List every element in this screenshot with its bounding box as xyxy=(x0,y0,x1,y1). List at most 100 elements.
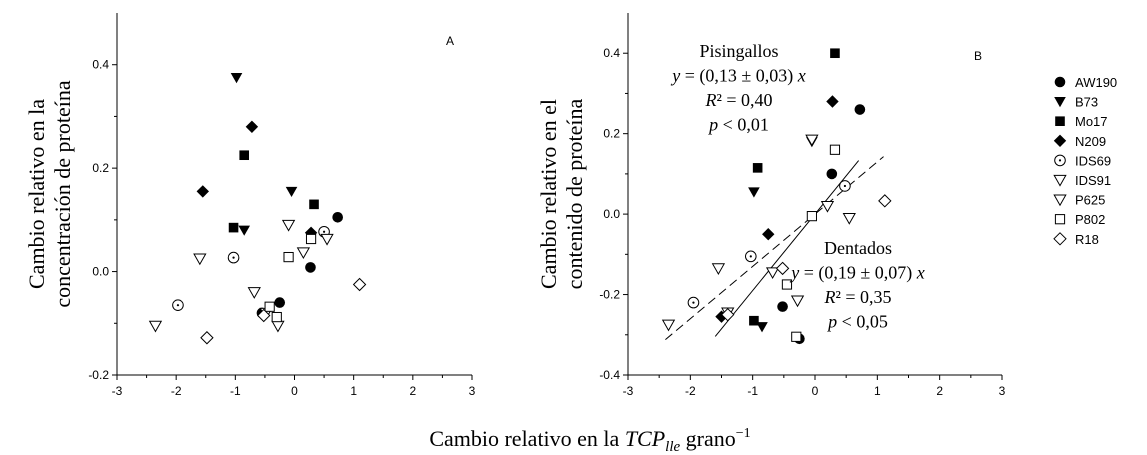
point-p802 xyxy=(305,233,317,245)
x-tick-label: 0 xyxy=(291,384,298,398)
point-p802 xyxy=(781,279,793,290)
point-ids91 xyxy=(148,320,163,333)
x-tick-label: 1 xyxy=(874,384,881,398)
point-b73 xyxy=(748,187,760,198)
point-ids69-center xyxy=(322,230,326,233)
legend-marker-mo17 xyxy=(1055,116,1065,126)
point-n209 xyxy=(196,185,209,198)
legend-marker-r18 xyxy=(1053,232,1067,246)
y-tick-label: 0.4 xyxy=(92,58,109,72)
regression-line-pisingallos xyxy=(665,156,884,340)
point-ids69-center xyxy=(692,301,695,304)
x-axis-label: Cambio relativo en la TCPlle grano−1 xyxy=(429,426,750,455)
legend-label-ids69: IDS69 xyxy=(1075,153,1111,168)
x-tick-label: -2 xyxy=(171,384,182,398)
x-tick-label: -1 xyxy=(747,384,758,398)
point-b73 xyxy=(756,322,768,333)
y-tick-label: 0.2 xyxy=(92,161,109,175)
point-r18 xyxy=(352,277,367,292)
point-aw190 xyxy=(274,297,286,308)
point-mo17 xyxy=(830,48,840,59)
point-b73 xyxy=(285,186,298,198)
y-tick-label: 0.0 xyxy=(603,207,620,221)
point-p625 xyxy=(765,267,780,280)
y-axis-label: Cambio relativo en el xyxy=(536,99,561,289)
x-tick-label: 2 xyxy=(936,384,943,398)
x-tick-label: -3 xyxy=(623,384,634,398)
legend: AW190 B73 Mo17 N209 IDS69 IDS91 P625 P802 R18 xyxy=(1053,75,1117,247)
legend-marker-aw190 xyxy=(1054,76,1066,88)
point-ids91 xyxy=(281,219,296,232)
point-mo17 xyxy=(752,163,763,173)
legend-marker-ids69-center xyxy=(1058,159,1062,162)
regression-line-dentados xyxy=(714,160,860,337)
annotation-den: p < 0,05 xyxy=(826,312,888,332)
annotation-pis: R² = 0,40 xyxy=(704,90,772,110)
point-ids91 xyxy=(193,253,207,266)
point-aw190 xyxy=(854,104,866,115)
point-n209 xyxy=(826,95,839,108)
legend-label-p625: P625 xyxy=(1075,193,1105,208)
point-p802 xyxy=(806,211,817,222)
legend-label-mo17: Mo17 xyxy=(1075,114,1108,129)
x-tick-label: -3 xyxy=(112,384,123,398)
point-ids91 xyxy=(320,233,334,246)
point-ids91 xyxy=(661,319,676,332)
panel-b: -3 -2 -1 0 1 2 3 -0.4 -0.2 0.0 0.2 0.4 Cambio relati… xyxy=(536,13,1006,398)
legend-label-p802: P802 xyxy=(1075,212,1105,227)
x-tick-label: -2 xyxy=(685,384,696,398)
point-mo17 xyxy=(749,315,759,326)
legend-marker-b73 xyxy=(1054,97,1066,108)
point-ids91 xyxy=(296,247,311,260)
x-tick-label: 3 xyxy=(999,384,1006,398)
x-tick-label: 2 xyxy=(409,384,416,398)
point-p802 xyxy=(829,144,841,155)
legend-label-b73: B73 xyxy=(1075,95,1098,110)
legend-marker-p625 xyxy=(1053,194,1067,207)
annotation-pis: y = (0,13 ± 0,03) x xyxy=(670,66,806,87)
x-tick-label: 3 xyxy=(469,384,476,398)
y-axis-label: concentración de proteína xyxy=(50,80,75,307)
point-p802 xyxy=(271,311,282,323)
point-r18 xyxy=(200,331,214,345)
annotation-den: Dentados xyxy=(824,238,892,258)
point-mo17 xyxy=(239,150,250,161)
y-tick-label: 0.4 xyxy=(603,46,620,60)
y-axis-label: contenido de proteína xyxy=(562,98,587,289)
point-ids91 xyxy=(820,200,835,213)
point-mo17 xyxy=(309,199,319,210)
point-ids69-center xyxy=(749,255,752,258)
x-tick-label: 0 xyxy=(812,384,819,398)
annotation-den: y = (0,19 ± 0,07) x xyxy=(789,263,925,284)
y-tick-label: -0.2 xyxy=(599,288,620,302)
legend-marker-p802 xyxy=(1054,214,1066,225)
x-tick-label: 1 xyxy=(350,384,357,398)
point-aw190 xyxy=(332,211,343,223)
point-p802 xyxy=(283,251,294,263)
panel-a: -3 -2 -1 0 1 2 3 -0.2 0.0 0.2 0.4 Cambio relativo e… xyxy=(24,13,476,398)
point-ids69-center xyxy=(843,184,847,188)
legend-marker-n209 xyxy=(1053,134,1067,147)
legend-label-ids91: IDS91 xyxy=(1075,173,1111,188)
point-aw190 xyxy=(777,301,788,312)
point-ids91 xyxy=(805,134,819,147)
x-tick-label: -1 xyxy=(230,384,241,398)
legend-marker-ids91 xyxy=(1053,174,1067,187)
point-ids91 xyxy=(271,320,285,333)
annotation-pis: Pisingallos xyxy=(699,41,778,61)
point-r18 xyxy=(257,308,271,323)
point-r18 xyxy=(775,261,790,276)
y-tick-label: 0.2 xyxy=(603,127,620,141)
y-tick-label: 0.0 xyxy=(92,265,109,279)
point-p625 xyxy=(247,287,261,299)
annotation-pis: p < 0,01 xyxy=(707,115,769,135)
point-ids91 xyxy=(711,263,726,276)
y-axis-label: Cambio relativo en la xyxy=(24,99,49,289)
point-n209 xyxy=(245,120,259,133)
y-tick-label: -0.2 xyxy=(88,368,109,382)
legend-label-r18: R18 xyxy=(1075,232,1099,247)
point-aw190 xyxy=(305,262,316,273)
point-r18 xyxy=(721,307,735,322)
annotation-den: R² = 0,35 xyxy=(823,287,891,307)
